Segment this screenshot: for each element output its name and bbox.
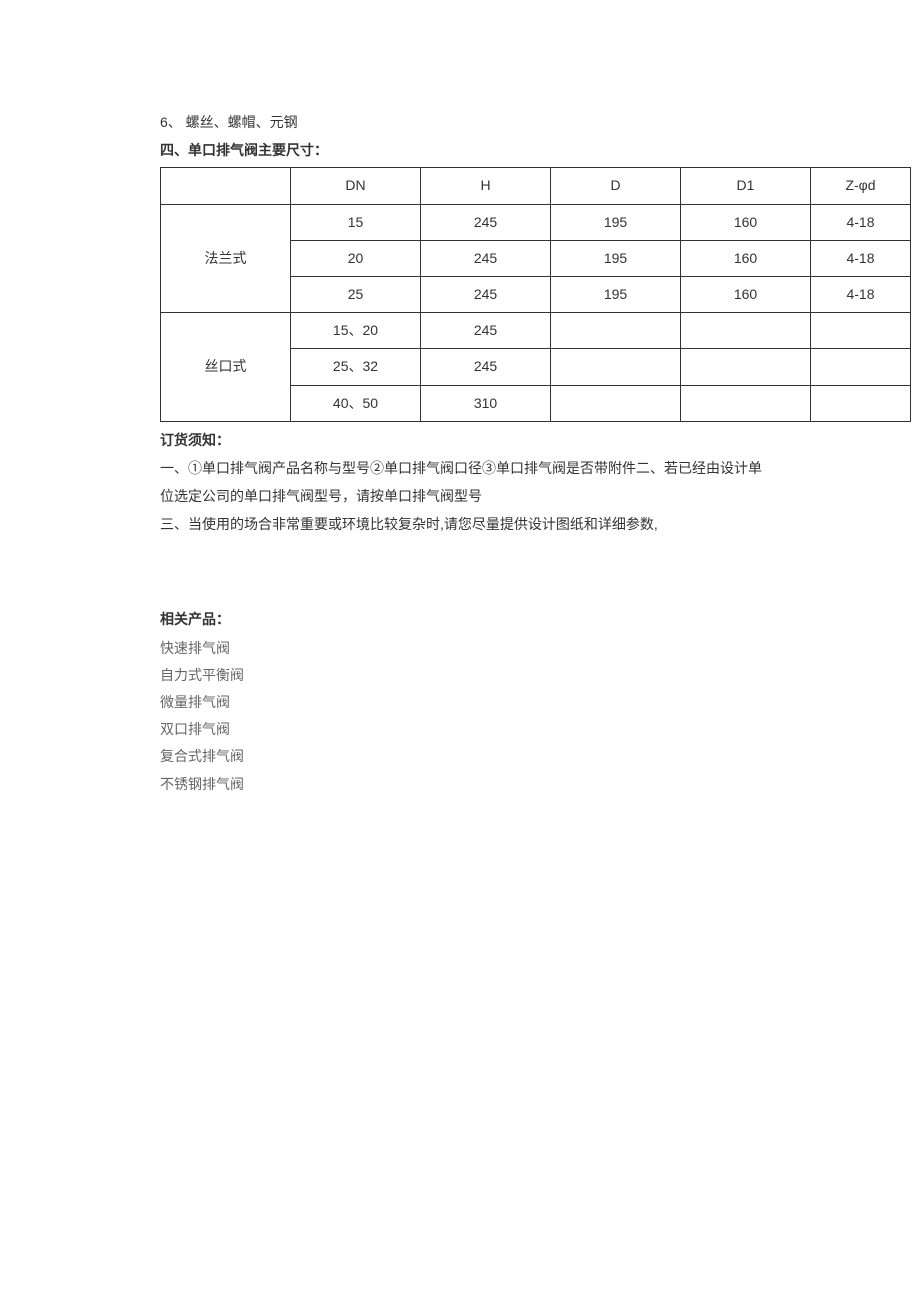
cell-d: 195 xyxy=(551,240,681,276)
cell-zd: 4-18 xyxy=(811,276,911,312)
cell-zd: 4-18 xyxy=(811,240,911,276)
notice-heading: 订货须知： xyxy=(160,428,920,453)
notice-line-1: 一、①单口排气阀产品名称与型号②单口排气阀口径③单口排气阀是否带附件二、若已经由… xyxy=(160,456,920,481)
cell-d1 xyxy=(681,349,811,385)
header-d1: D1 xyxy=(681,168,811,204)
cell-d1: 160 xyxy=(681,276,811,312)
header-zd: Z-φd xyxy=(811,168,911,204)
cell-dn: 40、50 xyxy=(291,385,421,421)
cell-h: 310 xyxy=(421,385,551,421)
cell-d: 195 xyxy=(551,276,681,312)
related-product-link[interactable]: 复合式排气阀 xyxy=(160,744,920,769)
cell-d xyxy=(551,349,681,385)
cell-zd xyxy=(811,349,911,385)
header-d: D xyxy=(551,168,681,204)
cell-zd: 4-18 xyxy=(811,204,911,240)
list-item-6: 6、 螺丝、螺帽、元钢 xyxy=(160,110,920,135)
header-dn: DN xyxy=(291,168,421,204)
table-row: 丝口式 15、20 245 xyxy=(161,313,911,349)
cell-dn: 20 xyxy=(291,240,421,276)
related-product-link[interactable]: 双口排气阀 xyxy=(160,717,920,742)
cell-d1 xyxy=(681,313,811,349)
cell-h: 245 xyxy=(421,313,551,349)
cell-d xyxy=(551,385,681,421)
cell-zd xyxy=(811,385,911,421)
cell-d xyxy=(551,313,681,349)
table-header-row: DN H D D1 Z-φd xyxy=(161,168,911,204)
related-product-link[interactable]: 微量排气阀 xyxy=(160,690,920,715)
cell-d1: 160 xyxy=(681,240,811,276)
header-h: H xyxy=(421,168,551,204)
cell-dn: 15、20 xyxy=(291,313,421,349)
cell-d1 xyxy=(681,385,811,421)
cell-h: 245 xyxy=(421,349,551,385)
cell-dn: 25、32 xyxy=(291,349,421,385)
section-heading-dimensions: 四、单口排气阀主要尺寸： xyxy=(160,138,920,163)
notice-line-3: 三、当使用的场合非常重要或环境比较复杂时,请您尽量提供设计图纸和详细参数, xyxy=(160,512,920,537)
type-flange: 法兰式 xyxy=(161,204,291,313)
cell-h: 245 xyxy=(421,204,551,240)
cell-dn: 15 xyxy=(291,204,421,240)
related-product-link[interactable]: 自力式平衡阀 xyxy=(160,663,920,688)
related-products-heading: 相关产品： xyxy=(160,607,920,632)
dimensions-table: DN H D D1 Z-φd 法兰式 15 245 195 160 4-18 2… xyxy=(160,167,911,421)
related-product-link[interactable]: 快速排气阀 xyxy=(160,636,920,661)
notice-line-2: 位选定公司的单口排气阀型号，请按单口排气阀型号 xyxy=(160,484,920,509)
table-row: 法兰式 15 245 195 160 4-18 xyxy=(161,204,911,240)
related-product-link[interactable]: 不锈钢排气阀 xyxy=(160,772,920,797)
type-thread: 丝口式 xyxy=(161,313,291,422)
cell-d: 195 xyxy=(551,204,681,240)
cell-h: 245 xyxy=(421,240,551,276)
header-type xyxy=(161,168,291,204)
cell-h: 245 xyxy=(421,276,551,312)
cell-d1: 160 xyxy=(681,204,811,240)
cell-zd xyxy=(811,313,911,349)
cell-dn: 25 xyxy=(291,276,421,312)
